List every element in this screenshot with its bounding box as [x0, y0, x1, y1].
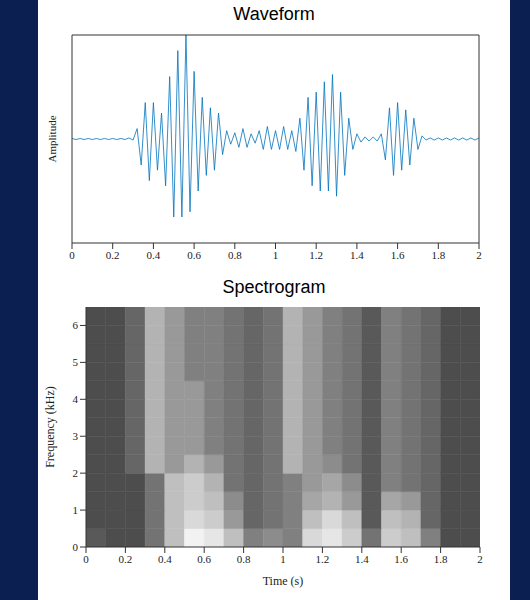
svg-text:0.8: 0.8 — [228, 249, 242, 261]
svg-text:0.4: 0.4 — [158, 553, 172, 565]
svg-text:1: 1 — [280, 553, 286, 565]
svg-text:1.2: 1.2 — [309, 249, 323, 261]
svg-text:Frequency (kHz): Frequency (kHz) — [43, 386, 57, 468]
svg-text:1.6: 1.6 — [391, 249, 405, 261]
html-text:Spectrogram: Spectrogram — [222, 277, 326, 297]
svg-text:0: 0 — [69, 249, 75, 261]
svg-text:0.2: 0.2 — [119, 553, 133, 565]
svg-text:1.8: 1.8 — [431, 249, 445, 261]
svg-text:0.6: 0.6 — [187, 249, 201, 261]
svg-text:0.2: 0.2 — [106, 249, 120, 261]
svg-text:1.2: 1.2 — [316, 553, 330, 565]
svg-text:2: 2 — [73, 467, 79, 479]
svg-text:2: 2 — [476, 249, 482, 261]
svg-text:4: 4 — [73, 393, 79, 405]
svg-text:1.6: 1.6 — [394, 553, 408, 565]
svg-text:1.8: 1.8 — [434, 553, 448, 565]
svg-text:6: 6 — [73, 319, 79, 331]
svg-text:5: 5 — [73, 356, 79, 368]
svg-text:0.8: 0.8 — [237, 553, 251, 565]
svg-text:1: 1 — [73, 504, 79, 516]
svg-text:Amplitude: Amplitude — [46, 115, 58, 162]
svg-text:3: 3 — [73, 430, 79, 442]
svg-text:1.4: 1.4 — [355, 553, 369, 565]
svg-text:0: 0 — [73, 541, 79, 553]
svg-text:0: 0 — [83, 553, 89, 565]
svg-text:Time (s): Time (s) — [263, 574, 304, 588]
svg-text:1: 1 — [273, 249, 279, 261]
svg-text:0.6: 0.6 — [197, 553, 211, 565]
html-text:Waveform: Waveform — [233, 4, 315, 24]
svg-text:0.4: 0.4 — [147, 249, 161, 261]
svg-text:1.4: 1.4 — [350, 249, 364, 261]
svg-text:2: 2 — [477, 553, 483, 565]
